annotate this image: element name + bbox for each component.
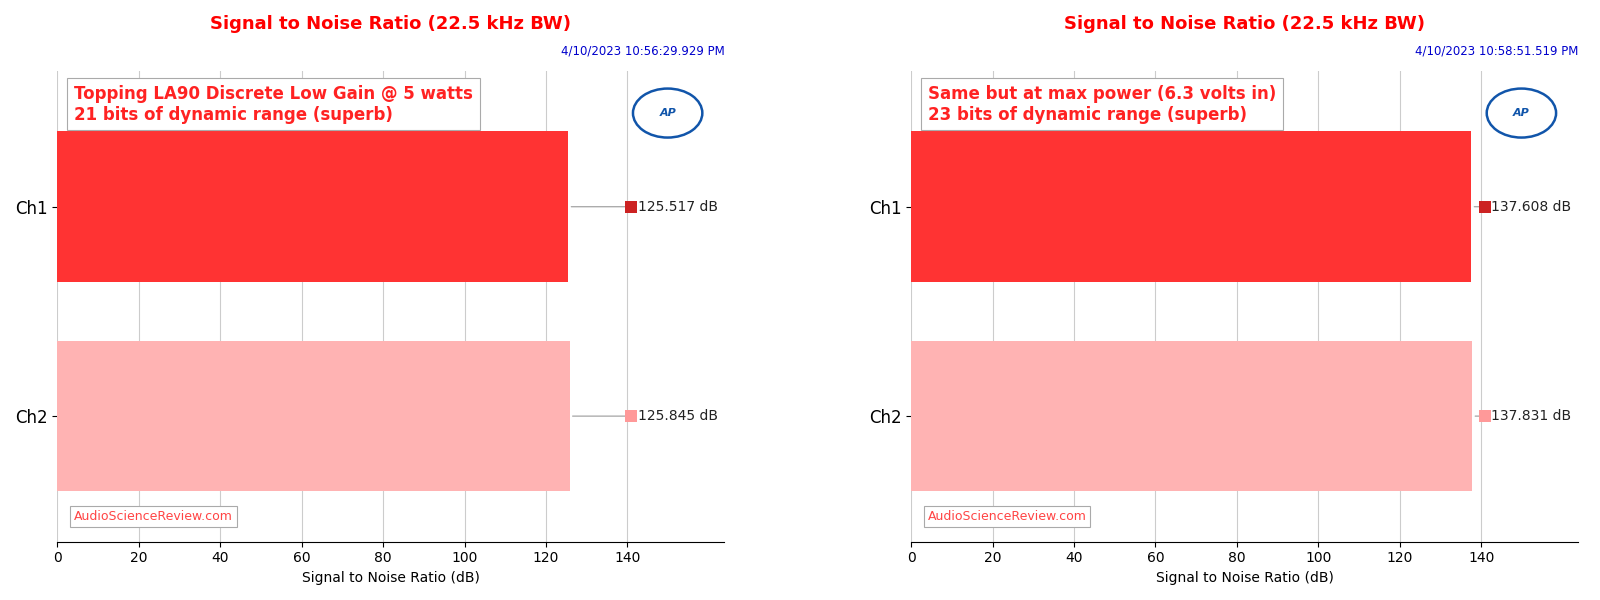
Circle shape	[634, 89, 702, 137]
Text: 4/10/2023 10:58:51.519 PM: 4/10/2023 10:58:51.519 PM	[1414, 45, 1578, 58]
Bar	[910, 341, 1472, 491]
Text: AudioScienceReview.com: AudioScienceReview.com	[74, 510, 234, 523]
Title: Signal to Noise Ratio (22.5 kHz BW): Signal to Noise Ratio (22.5 kHz BW)	[210, 15, 571, 33]
Bar	[58, 341, 570, 491]
X-axis label: Signal to Noise Ratio (dB): Signal to Noise Ratio (dB)	[1155, 571, 1333, 585]
Bar	[910, 131, 1472, 282]
Text: 125.845 dB: 125.845 dB	[638, 409, 718, 423]
Text: 137.608 dB: 137.608 dB	[1491, 200, 1571, 214]
Text: 137.831 dB: 137.831 dB	[1491, 409, 1571, 423]
Text: 125.517 dB: 125.517 dB	[638, 200, 718, 214]
Circle shape	[1486, 89, 1557, 137]
Title: Signal to Noise Ratio (22.5 kHz BW): Signal to Noise Ratio (22.5 kHz BW)	[1064, 15, 1426, 33]
X-axis label: Signal to Noise Ratio (dB): Signal to Noise Ratio (dB)	[302, 571, 480, 585]
Text: 4/10/2023 10:56:29.929 PM: 4/10/2023 10:56:29.929 PM	[560, 45, 725, 58]
Text: AP: AP	[1514, 108, 1530, 118]
Text: AudioScienceReview.com: AudioScienceReview.com	[928, 510, 1086, 523]
Text: AP: AP	[659, 108, 677, 118]
Text: Same but at max power (6.3 volts in)
23 bits of dynamic range (superb): Same but at max power (6.3 volts in) 23 …	[928, 85, 1277, 124]
Bar	[58, 131, 568, 282]
Text: Topping LA90 Discrete Low Gain @ 5 watts
21 bits of dynamic range (superb): Topping LA90 Discrete Low Gain @ 5 watts…	[74, 85, 474, 124]
